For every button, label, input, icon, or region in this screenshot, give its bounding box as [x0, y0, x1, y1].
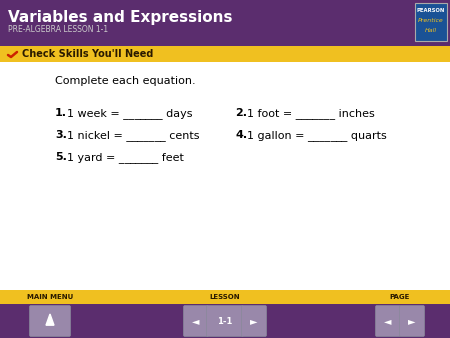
- Text: Hall: Hall: [425, 27, 437, 32]
- Text: 1-1: 1-1: [217, 316, 233, 325]
- Text: ◄: ◄: [192, 316, 200, 326]
- FancyBboxPatch shape: [375, 306, 401, 337]
- Bar: [0, 290, 450, 304]
- FancyBboxPatch shape: [30, 306, 71, 337]
- FancyBboxPatch shape: [415, 3, 447, 41]
- Text: 1 week = _______ days: 1 week = _______ days: [67, 108, 193, 119]
- Text: 1 foot = _______ inches: 1 foot = _______ inches: [247, 108, 375, 119]
- Text: Check Skills You'll Need: Check Skills You'll Need: [22, 49, 153, 59]
- Text: 1 gallon = _______ quarts: 1 gallon = _______ quarts: [247, 130, 387, 141]
- Text: PAGE: PAGE: [390, 294, 410, 300]
- Text: Variables and Expressions: Variables and Expressions: [8, 10, 233, 25]
- FancyBboxPatch shape: [207, 306, 243, 337]
- Text: ►: ►: [408, 316, 416, 326]
- Text: 3.: 3.: [55, 130, 67, 140]
- Text: 5.: 5.: [55, 152, 67, 162]
- FancyBboxPatch shape: [400, 306, 424, 337]
- Text: ◄: ◄: [384, 316, 392, 326]
- Text: 1.: 1.: [55, 108, 67, 118]
- FancyBboxPatch shape: [184, 306, 208, 337]
- Polygon shape: [46, 314, 54, 325]
- FancyBboxPatch shape: [242, 306, 266, 337]
- Text: 2.: 2.: [235, 108, 247, 118]
- Text: PRE-ALGEBRA LESSON 1-1: PRE-ALGEBRA LESSON 1-1: [8, 25, 108, 34]
- Text: 4.: 4.: [235, 130, 247, 140]
- Text: Complete each equation.: Complete each equation.: [55, 76, 196, 86]
- Bar: [0, 46, 450, 62]
- Text: 1 nickel = _______ cents: 1 nickel = _______ cents: [67, 130, 199, 141]
- Text: ►: ►: [250, 316, 258, 326]
- Bar: [0, 304, 450, 338]
- Bar: [0, 0, 450, 46]
- Text: MAIN MENU: MAIN MENU: [27, 294, 73, 300]
- Text: Prentice: Prentice: [418, 19, 444, 24]
- Text: LESSON: LESSON: [210, 294, 240, 300]
- Text: PEARSON: PEARSON: [417, 8, 445, 14]
- Text: 1 yard = _______ feet: 1 yard = _______ feet: [67, 152, 184, 163]
